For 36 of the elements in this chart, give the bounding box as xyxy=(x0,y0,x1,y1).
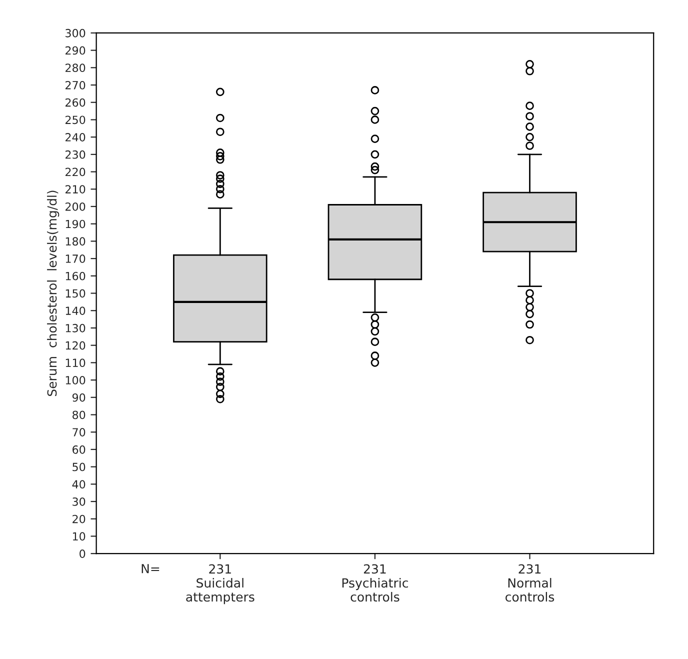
y-tick-label: 160 xyxy=(66,272,86,280)
y-tick-label: 30 xyxy=(72,497,86,506)
y-tick-label: 40 xyxy=(72,480,86,489)
y-tick-label: 180 xyxy=(66,237,86,246)
y-tick-label: 20 xyxy=(72,514,86,524)
x-tick-label: 231 Normal controls xyxy=(506,564,554,602)
y-tick-label: 70 xyxy=(72,428,86,436)
y-tick-label: 80 xyxy=(72,410,86,420)
y-tick-label: 290 xyxy=(66,46,86,55)
x-tick-label: 231 Suicidal attempters xyxy=(186,564,254,604)
y-tick-label: 100 xyxy=(66,376,86,384)
y-tick-label: 90 xyxy=(72,393,86,402)
y-tick-label: 230 xyxy=(66,150,86,159)
text: N= xyxy=(142,564,160,574)
y-tick-label: 300 xyxy=(66,28,86,38)
x-tick-label: 231 Psychiatric controls xyxy=(342,564,408,602)
y-tick-label: 150 xyxy=(66,289,86,298)
y-tick-label: 140 xyxy=(66,306,86,315)
y-tick-label: 240 xyxy=(66,133,86,142)
y-tick-label: 120 xyxy=(66,341,86,350)
y-tick-label: 220 xyxy=(66,168,86,176)
y-tick-label: 280 xyxy=(66,64,86,72)
y-tick-label: 170 xyxy=(66,254,86,263)
y-tick-label: 250 xyxy=(66,116,86,124)
y-tick-label: 190 xyxy=(66,220,86,228)
y-tick-label: 110 xyxy=(66,358,86,368)
y-tick-label: 210 xyxy=(66,185,86,194)
y-axis-title: Serum cholesterol levels(mg/dl) xyxy=(47,190,60,396)
y-tick-label: 0 xyxy=(80,550,86,558)
y-tick-label: 270 xyxy=(66,80,86,90)
y-tick-label: 200 xyxy=(66,202,86,211)
y-tick-label: 260 xyxy=(66,98,86,107)
y-tick-label: 10 xyxy=(72,532,86,541)
y-tick-label: 130 xyxy=(66,324,86,332)
y-tick-label: 50 xyxy=(72,462,86,472)
y-tick-label: 60 xyxy=(72,445,86,454)
